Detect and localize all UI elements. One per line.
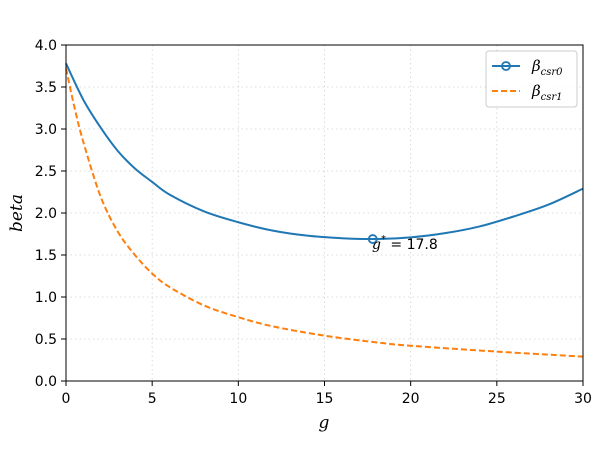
annotation-variable: g bbox=[372, 237, 381, 253]
legend: βcsr0 βcsr1 bbox=[485, 50, 578, 108]
x-axis-label: g bbox=[319, 413, 330, 433]
series-line-csr0 bbox=[65, 63, 584, 241]
y-tick-label: 2.0 bbox=[35, 206, 57, 222]
annotation-superscript: * bbox=[381, 234, 386, 245]
x-tick-label: 20 bbox=[402, 391, 420, 407]
x-tick-label: 30 bbox=[574, 391, 592, 407]
x-tick-label: 15 bbox=[316, 391, 334, 407]
x-tick-label: 10 bbox=[229, 391, 247, 407]
axis-ticks: 0 5 10 15 20 25 30 0.0 0.5 1.0 1.5 2.0 2.5 3.0 3.5 4.0 bbox=[35, 38, 592, 407]
y-axis-label: beta bbox=[7, 194, 27, 232]
x-tick-label: 5 bbox=[148, 391, 157, 407]
legend-label-csr1-sub: csr1 bbox=[541, 92, 563, 103]
y-tick-label: 3.5 bbox=[35, 80, 57, 96]
y-tick-label: 3.0 bbox=[35, 122, 57, 138]
y-tick-label: 1.5 bbox=[35, 248, 57, 264]
legend-label-csr0: βcsr0 bbox=[531, 57, 563, 78]
y-tick-label: 0.0 bbox=[35, 374, 57, 390]
minimum-marker bbox=[367, 234, 378, 244]
y-tick-label: 4.0 bbox=[35, 38, 57, 54]
y-tick-label: 2.5 bbox=[35, 164, 57, 180]
legend-label-csr0-sub: csr0 bbox=[541, 67, 564, 78]
x-tick-label: 0 bbox=[62, 391, 71, 407]
y-tick-label: 1.0 bbox=[35, 290, 57, 306]
legend-label-csr1: βcsr1 bbox=[531, 82, 563, 103]
series-layer bbox=[65, 63, 584, 358]
minimum-annotation: g* = 17.8 bbox=[372, 234, 438, 253]
series-line-csr1 bbox=[65, 68, 584, 358]
legend-label-csr1-base: β bbox=[531, 82, 541, 100]
legend-marker-csr0 bbox=[501, 61, 511, 71]
x-tick-label: 25 bbox=[488, 391, 506, 407]
y-tick-label: 0.5 bbox=[35, 332, 57, 348]
legend-label-csr0-base: β bbox=[531, 57, 541, 75]
annotation-value: = 17.8 bbox=[386, 237, 438, 253]
